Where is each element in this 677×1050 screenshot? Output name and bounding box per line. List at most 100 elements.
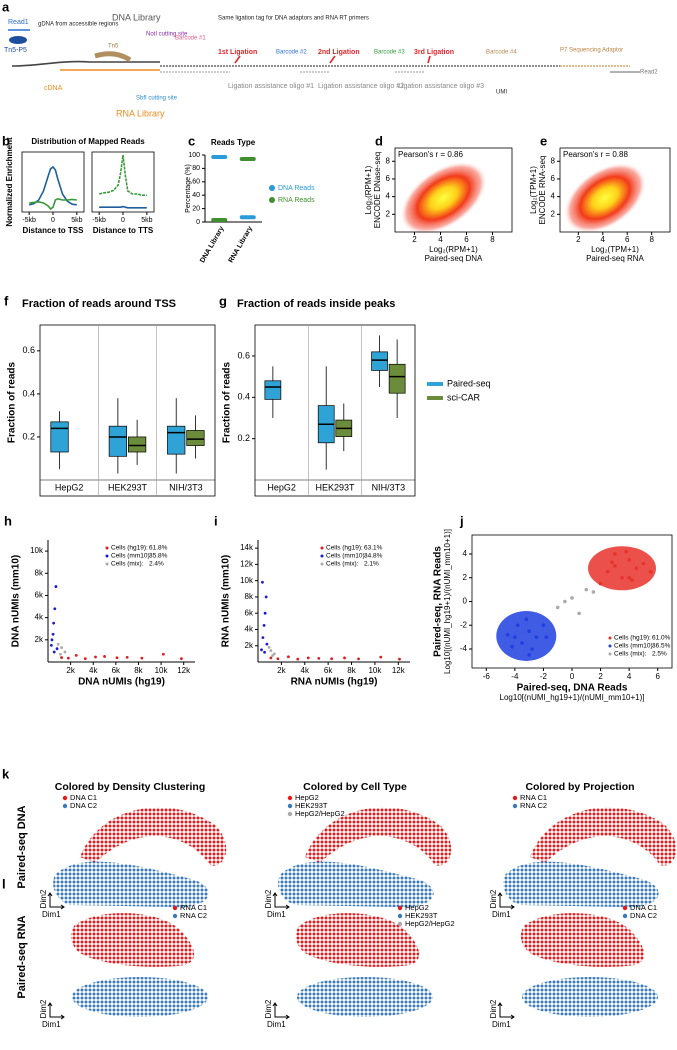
point: [577, 611, 581, 616]
point: [598, 581, 603, 586]
schematic-label: Ligation assistance oligo #1: [228, 83, 314, 90]
legend-label: HepG2/HepG2: [295, 809, 345, 818]
y-axis-label: ENCODE DNase-seq: [373, 152, 382, 228]
schematic-label: NotI cutting site: [146, 32, 188, 38]
x-tick-label: 2: [412, 235, 417, 244]
point: [627, 575, 631, 580]
point: [287, 655, 290, 659]
point: [357, 657, 360, 661]
y-tick-label: 8: [551, 156, 556, 165]
box: [50, 421, 69, 453]
legend-swatch: [269, 185, 275, 191]
legend-swatch: [397, 913, 403, 919]
y-tick-label: 0.2: [237, 433, 250, 443]
legend-swatch: [287, 795, 293, 801]
legend-swatch: [320, 554, 324, 558]
y-tick-label: 0.6: [237, 350, 250, 360]
panel-letter: h: [4, 513, 12, 528]
point: [520, 641, 524, 645]
schematic-label: RNA Library: [116, 108, 165, 118]
y-tick-label: 10k: [30, 546, 44, 555]
schematic-label: 3rd Ligation: [414, 49, 454, 56]
line: [99, 154, 147, 196]
point: [634, 566, 639, 571]
panel-letter: f: [4, 293, 9, 308]
y-axis-label: Paired-seq, RNA Reads: [433, 546, 444, 657]
point: [613, 552, 617, 556]
point: [624, 549, 629, 554]
box: [186, 430, 205, 446]
schematic-label: Tn5-P5: [4, 47, 27, 54]
legend-label: Cells (hg19):: [326, 545, 363, 552]
y-tick-label: 60: [192, 179, 200, 186]
schematic-label: Tn5: [108, 44, 119, 50]
point: [52, 650, 56, 654]
point: [261, 580, 264, 584]
legend-label: RNA C1: [520, 793, 547, 802]
y-axis-label: RNA nUMIs (mm10): [221, 555, 232, 647]
x-tick-label: 5kb: [141, 217, 152, 224]
y-tick-label: 14k: [240, 543, 254, 552]
y-tick-label: 6: [386, 174, 391, 183]
schematic-label: Barcode #4: [486, 50, 517, 56]
schematic-label: Read1: [8, 19, 29, 26]
point: [272, 652, 276, 656]
legend-swatch: [320, 562, 324, 566]
axis-arrows: [497, 892, 515, 910]
point: [66, 656, 70, 660]
cluster-cloud: [530, 807, 677, 866]
x-axis-label: Paired-seq DNA: [425, 254, 483, 263]
x-tick-label: -5kb: [22, 217, 36, 224]
plot-frame: [559, 147, 671, 233]
point: [56, 642, 60, 646]
x-tick-label: 0: [51, 217, 55, 224]
cluster-cloud: [53, 861, 209, 908]
x-tick-label: -2: [540, 672, 548, 681]
y-axis-label: Percentage (%): [185, 164, 192, 213]
x-tick-label: 0: [570, 672, 575, 681]
y-axis-label: Log₂(TPM+1): [529, 166, 538, 214]
point: [271, 654, 275, 657]
y-tick-label: 0.4: [22, 388, 35, 398]
legend-swatch: [397, 921, 403, 927]
x-tick-label: 6k: [324, 666, 333, 675]
x-tick-label: 4: [627, 672, 632, 681]
point: [541, 623, 546, 628]
legend-swatch: [512, 803, 518, 809]
legend-label: RNA C2: [520, 801, 547, 810]
point: [379, 655, 383, 659]
point: [330, 657, 334, 661]
x-tick-label: 5kb: [71, 217, 82, 224]
x-tick-label: 4k: [89, 666, 98, 675]
plot-frame: [394, 147, 513, 233]
point: [54, 585, 58, 588]
legend-value: 61.0%: [652, 635, 671, 642]
schematic-label: Ligation assistance oligo #2: [318, 83, 404, 90]
point: [94, 655, 97, 659]
x-axis-label: Distance to TSS: [23, 226, 85, 235]
y-tick-label: 6k: [35, 591, 44, 600]
legend-swatch: [427, 382, 443, 386]
x-tick-label: 4k: [301, 666, 310, 675]
density-cloud: [563, 162, 647, 234]
y-tick-label: 2: [551, 209, 556, 218]
axis-label: Dim1: [267, 1020, 286, 1029]
point: [140, 656, 144, 660]
chart-title: Fraction of reads inside peaks: [237, 298, 395, 310]
point: [505, 632, 510, 637]
y-tick-label: 6: [551, 174, 556, 183]
y-tick-label: 0: [463, 597, 468, 606]
legend-label: Cells (mm10):: [111, 553, 152, 560]
x-tick-label: HEK293T: [315, 482, 355, 492]
point: [584, 587, 589, 592]
point: [296, 657, 300, 661]
point: [513, 635, 517, 639]
point: [263, 650, 266, 654]
legend-label: Paired-seq: [447, 378, 491, 388]
axis-label: Dim2: [39, 999, 48, 1018]
cluster-cloud: [520, 913, 645, 967]
point: [591, 590, 596, 594]
point: [530, 647, 534, 651]
point: [276, 657, 280, 661]
